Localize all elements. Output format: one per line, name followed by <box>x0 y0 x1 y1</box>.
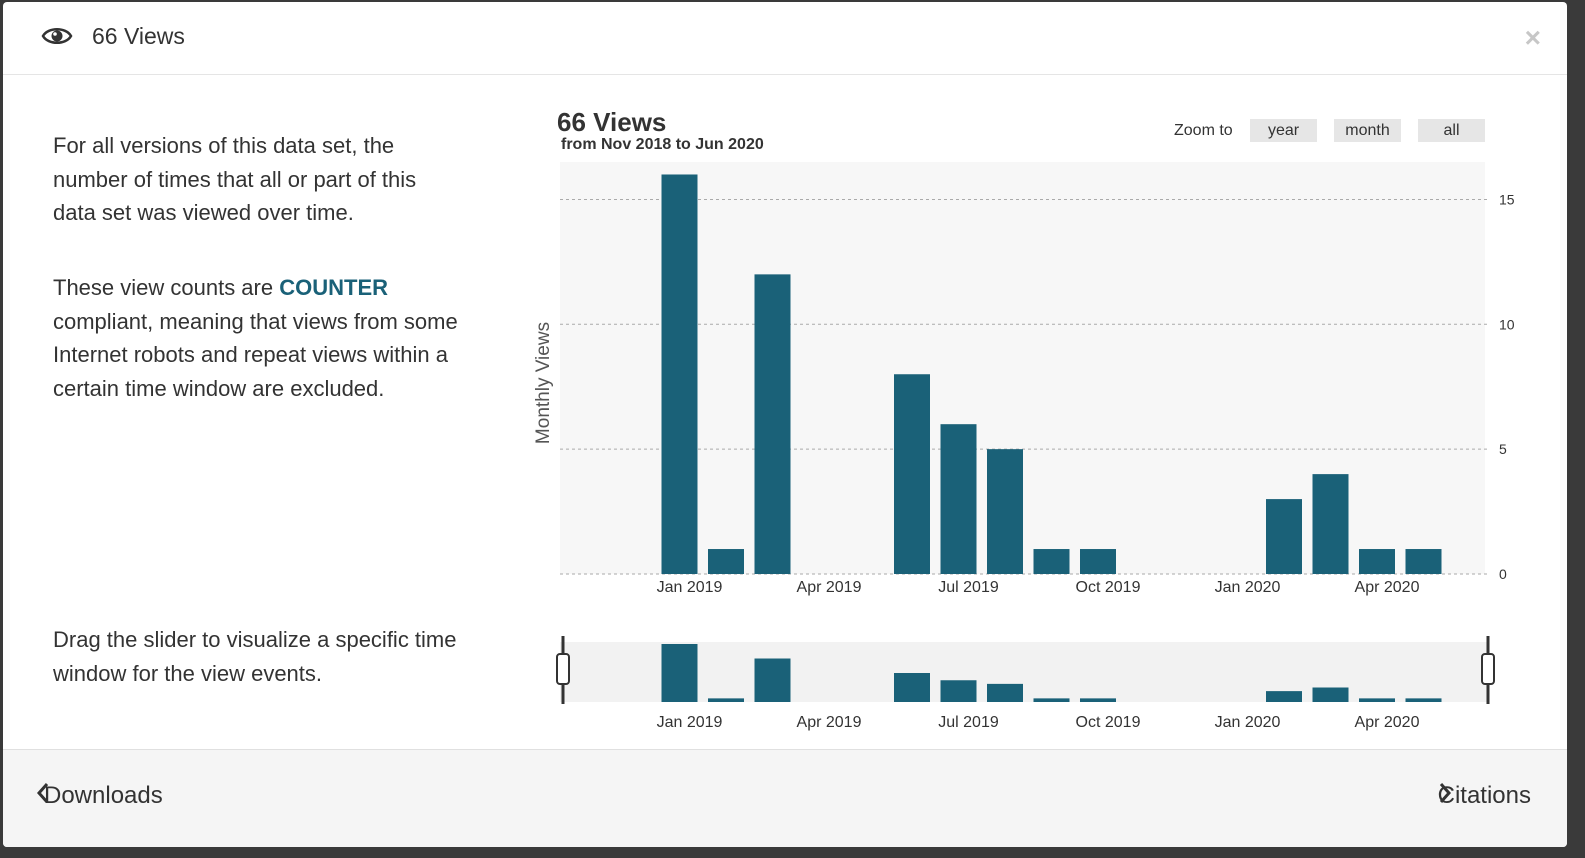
slider-hint: Drag the slider to visualize a specific … <box>53 627 457 686</box>
eye-icon <box>41 28 73 44</box>
x-tick-label: Jan 2019 <box>657 579 723 596</box>
bar <box>1080 549 1116 574</box>
chevron-right-icon <box>1439 783 1451 803</box>
navigator-area <box>560 642 1488 702</box>
chart-subtitle: from Nov 2018 to Jun 2020 <box>561 136 764 153</box>
navigator-tick-label: Jul 2019 <box>938 714 999 731</box>
navigator-tick-label: 8 <box>546 714 555 731</box>
bar <box>894 374 930 574</box>
x-tick-label: Jul 2019 <box>938 579 999 596</box>
x-tick-label: Apr 2019 <box>797 579 862 596</box>
slider-handle-right[interactable] <box>1481 653 1495 685</box>
bar <box>940 424 977 574</box>
counter-text-before: These view counts are <box>53 275 280 300</box>
counter-paragraph: These view counts are COUNTER compliant,… <box>53 271 463 405</box>
navigator-tick-label: Apr 2019 <box>797 714 862 731</box>
chart-title: 66 Views <box>557 107 667 137</box>
x-tick-label: 8 <box>546 579 555 596</box>
chevron-left-icon <box>36 783 49 803</box>
navigator-bar <box>894 673 930 702</box>
navigator-bar <box>1080 698 1116 702</box>
y-tick-label: 10 <box>1499 316 1515 332</box>
views-modal: 66 Views × For all versions of this data… <box>3 2 1567 847</box>
navigator-bar <box>754 658 791 702</box>
x-tick-label: Oct 2019 <box>1076 579 1141 596</box>
y-axis-label: Monthly Views <box>533 322 554 444</box>
navigator-tick-label: Jan 2019 <box>657 714 723 731</box>
modal-header: 66 Views × <box>3 2 1567 75</box>
navigator-tick-label: Apr 2020 <box>1355 714 1420 731</box>
bar <box>1405 549 1442 574</box>
counter-link[interactable]: COUNTER <box>279 275 389 300</box>
zoom-year-button[interactable]: year <box>1250 119 1317 142</box>
citations-nav-link[interactable]: Citations <box>1438 782 1543 810</box>
citations-label: Citations <box>1437 782 1531 809</box>
navigator-bar <box>708 698 744 702</box>
navigator-bar <box>1405 698 1442 702</box>
navigator-bar <box>1266 691 1302 702</box>
navigator-bar <box>940 680 977 702</box>
zoom-month-button[interactable]: month <box>1334 119 1401 142</box>
navigator-bar <box>522 677 558 702</box>
navigator-tick-label: Oct 2019 <box>1076 714 1141 731</box>
slider-handle-left[interactable] <box>556 653 570 685</box>
downloads-nav-link[interactable]: Downloads <box>36 782 163 810</box>
navigator-bar <box>1033 698 1070 702</box>
y-tick-label: 15 <box>1499 191 1515 207</box>
modal-title: 66 Views <box>92 23 185 49</box>
bar <box>1359 549 1395 574</box>
bar <box>1266 499 1302 574</box>
navigator-bar <box>1312 687 1349 702</box>
y-tick-label: 0 <box>1499 566 1507 582</box>
navigator-bar <box>661 644 698 702</box>
navigator-bar <box>987 683 1023 702</box>
bar <box>1033 549 1070 574</box>
close-icon[interactable]: × <box>1524 22 1541 53</box>
description-paragraph: For all versions of this data set, the n… <box>53 133 417 226</box>
bar <box>708 549 744 574</box>
x-tick-label: Jan 2020 <box>1215 579 1281 596</box>
bar <box>661 174 698 574</box>
bar <box>754 274 791 574</box>
modal-footer: Downloads Citations <box>3 749 1567 847</box>
bar <box>1312 474 1349 574</box>
navigator-bar <box>1359 698 1395 702</box>
zoom-all-button[interactable]: all <box>1418 119 1485 142</box>
counter-text-after: compliant, meaning that views from some … <box>53 308 458 401</box>
views-chart: 0 5 10 15 8 Jan 2019 Apr 2019 Jul 2019 Oct 2019 J… <box>522 162 1515 731</box>
downloads-label: Downloads <box>44 782 163 809</box>
zoom-label: Zoom to <box>1174 122 1233 139</box>
navigator-tick-label: Jan 2020 <box>1215 714 1281 731</box>
y-tick-label: 5 <box>1499 441 1507 457</box>
x-tick-label: Apr 2020 <box>1355 579 1420 596</box>
bar <box>987 449 1023 574</box>
